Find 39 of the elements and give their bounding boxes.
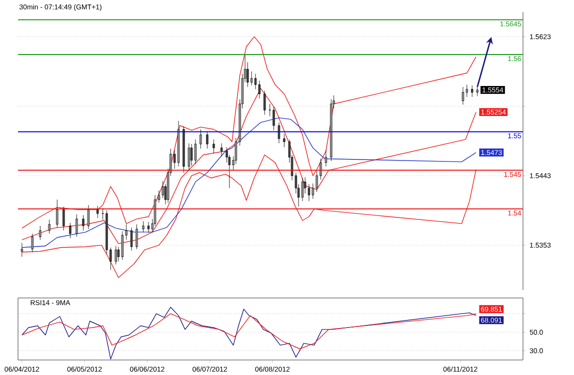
candlestick: [190, 144, 193, 166]
candlestick: [147, 222, 150, 234]
candlestick: [48, 219, 50, 234]
candlestick: [76, 214, 78, 237]
candlestick: [324, 150, 328, 167]
line-series: [22, 306, 476, 360]
candlestick: [278, 122, 280, 144]
candlestick: [283, 134, 286, 148]
candlestick: [96, 206, 99, 218]
candlestick: [470, 85, 474, 98]
line-series: [22, 313, 476, 350]
candlestick: [69, 222, 72, 238]
candlestick: [476, 86, 478, 96]
candlestick: [220, 143, 223, 157]
candlestick: [82, 214, 84, 231]
candlestick: [114, 246, 117, 265]
candlestick: [188, 143, 190, 171]
candlestick: [330, 99, 332, 162]
candlestick: [462, 86, 464, 105]
candlestick: [56, 199, 58, 228]
candlestick: [39, 226, 42, 240]
candlestick: [102, 208, 104, 220]
candlestick: [142, 221, 144, 232]
candlestick: [177, 120, 180, 167]
candlestick: [194, 139, 197, 164]
candlestick: [136, 224, 138, 250]
candlestick: [272, 106, 275, 130]
candlestick: [130, 227, 133, 251]
candlestick: [182, 126, 185, 173]
candlestick: [206, 131, 208, 149]
candlestick: [264, 90, 266, 115]
candlestick: [268, 104, 271, 116]
candlestick: [31, 233, 34, 252]
candlestick: [212, 139, 215, 154]
line-series: [22, 117, 476, 248]
candlestick: [200, 129, 202, 149]
candlestick: [20, 242, 24, 258]
candlestick: [62, 206, 65, 231]
candlestick: [87, 204, 90, 230]
